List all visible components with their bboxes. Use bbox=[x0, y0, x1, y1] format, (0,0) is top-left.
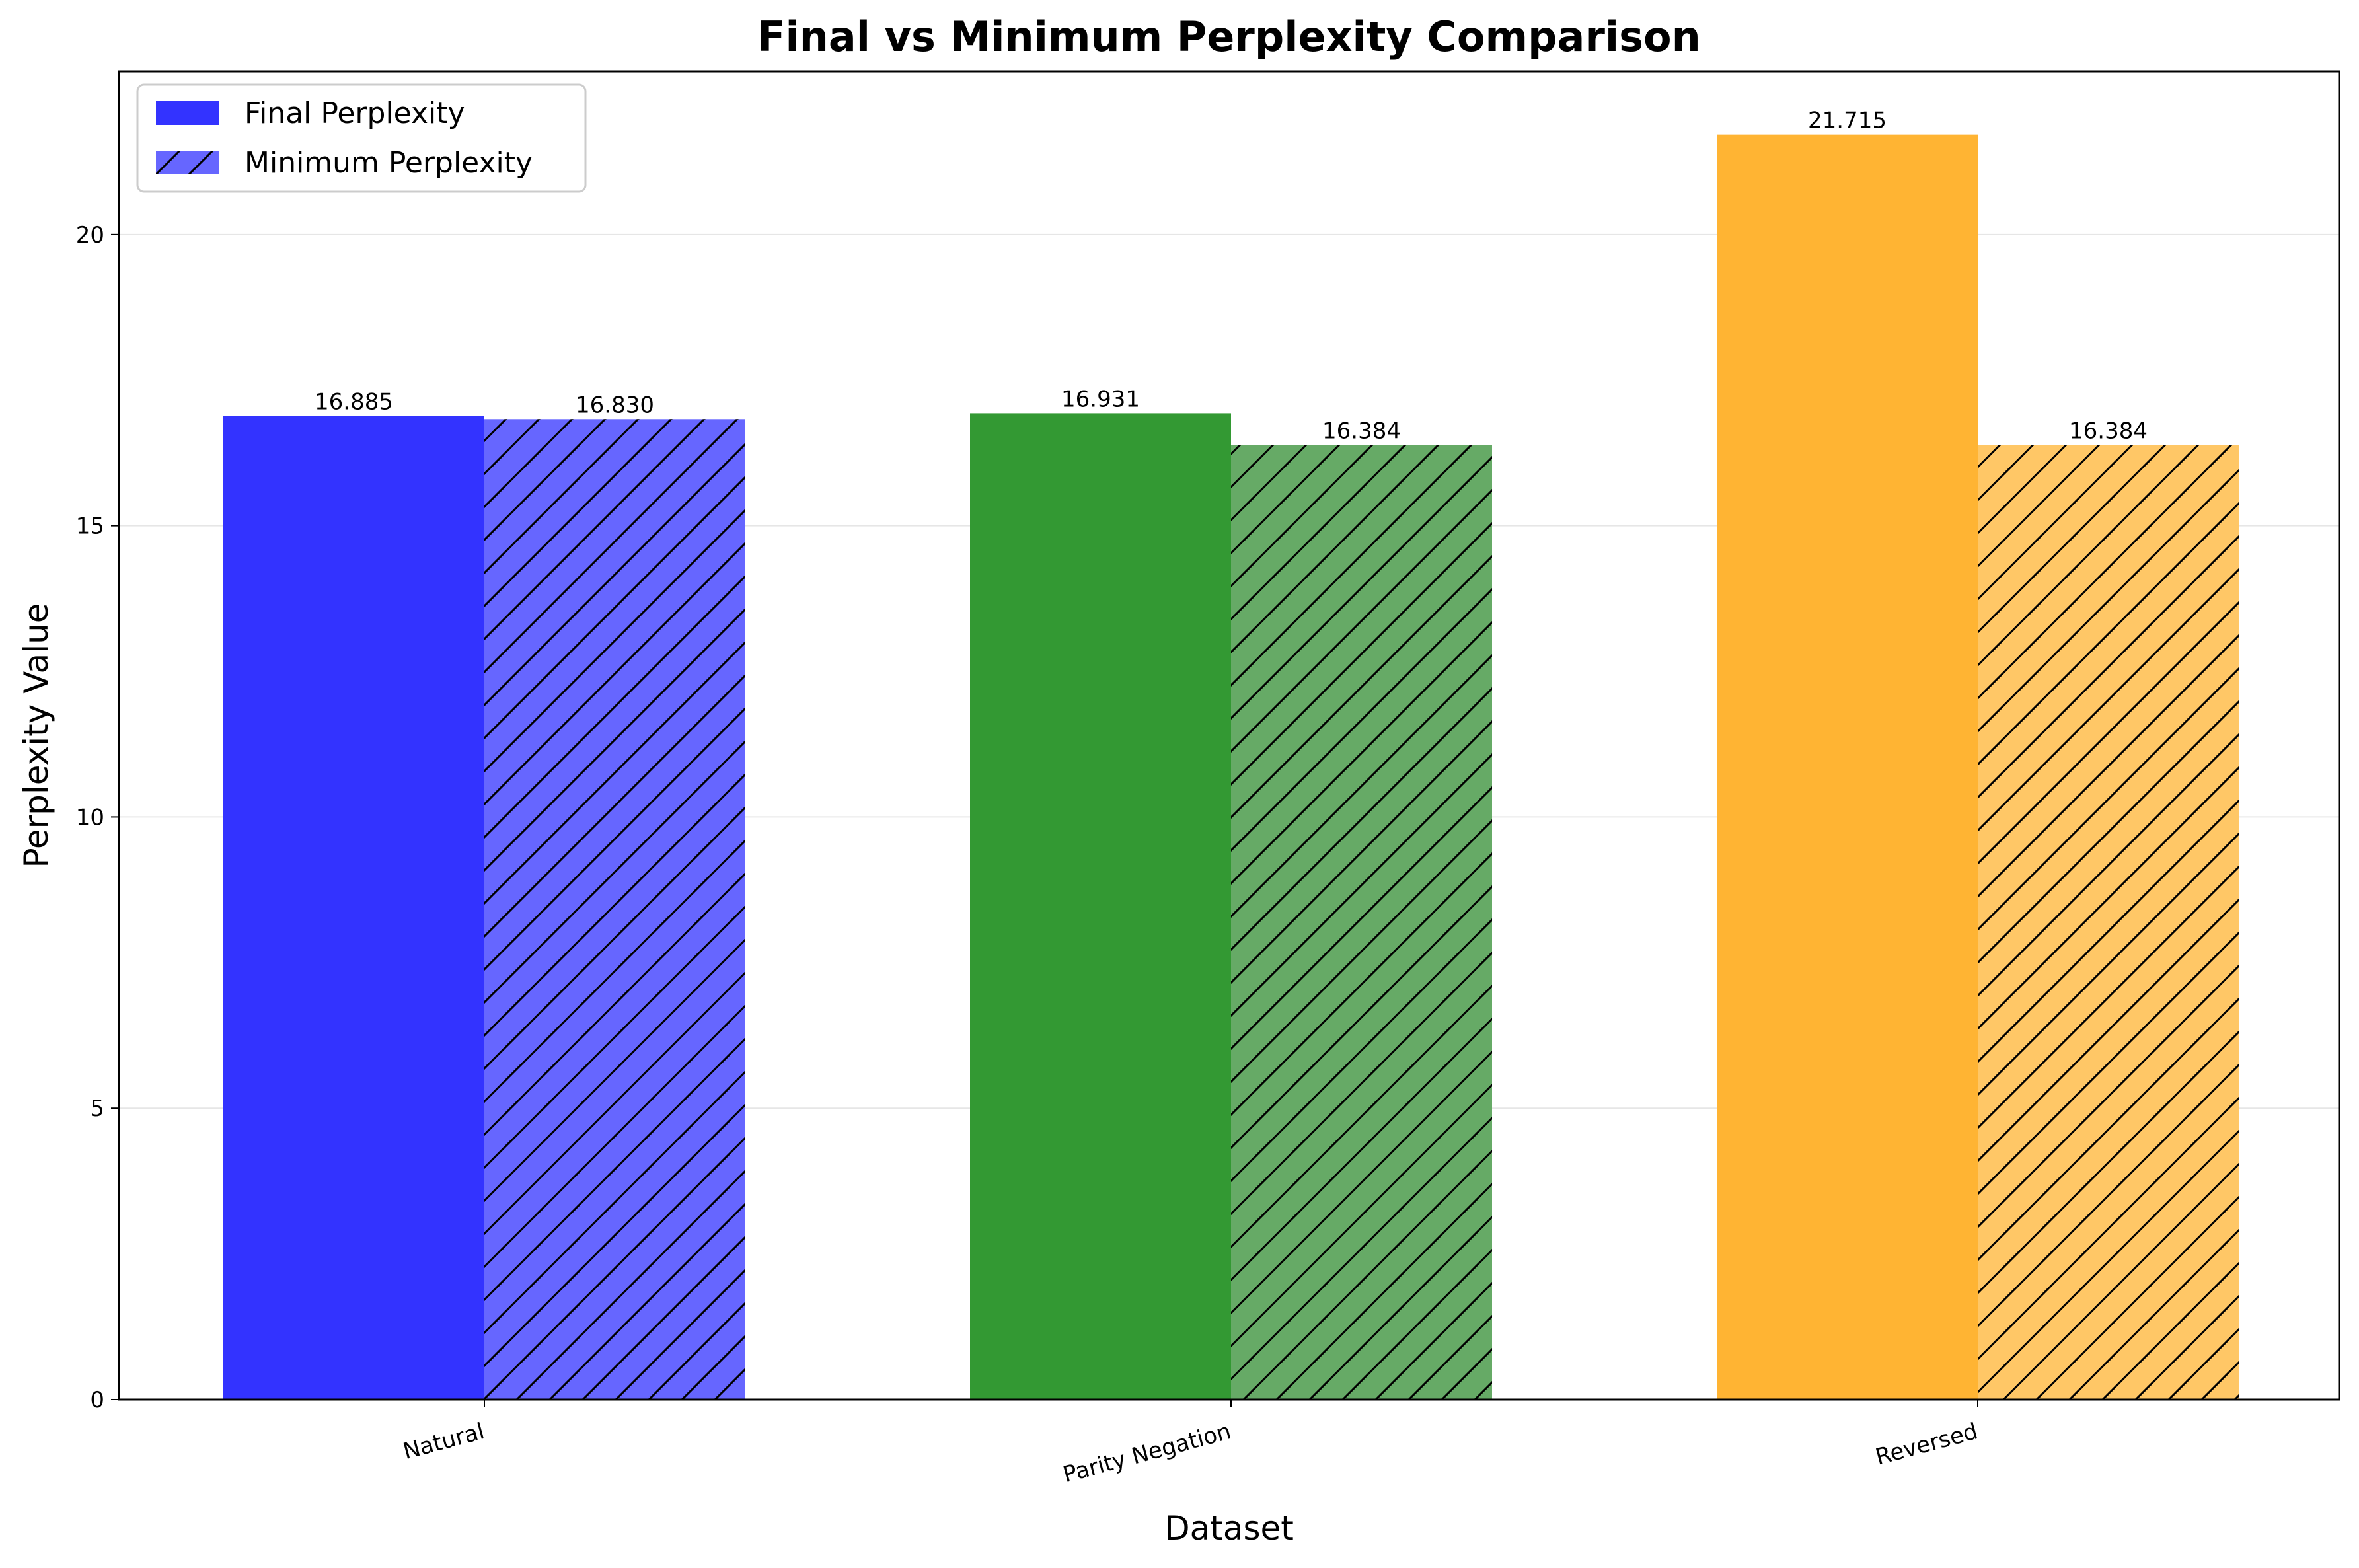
legend: Final Perplexity Minimum Perplexity bbox=[136, 83, 587, 193]
x-axis: Natural Parity Negation Reversed bbox=[400, 1400, 1980, 1488]
legend-frame bbox=[136, 83, 587, 193]
bar-value-label: 16.384 bbox=[1322, 418, 1401, 445]
bar-value-label: 16.830 bbox=[576, 392, 654, 418]
bar-value-label: 16.885 bbox=[315, 389, 393, 415]
x-axis-title: Dataset bbox=[1164, 1509, 1294, 1548]
x-tick-label: Natural bbox=[400, 1418, 488, 1465]
chart-title: Final vs Minimum Perplexity Comparison bbox=[757, 13, 1701, 61]
bar-value-label: 21.715 bbox=[1808, 108, 1887, 134]
y-tick-label: 5 bbox=[90, 1096, 104, 1122]
y-tick-label: 20 bbox=[76, 222, 104, 248]
legend-label-minimum: Minimum Perplexity bbox=[244, 146, 533, 180]
bar-minimum-hatch bbox=[1978, 445, 2239, 1400]
y-axis: 0 5 10 15 20 bbox=[76, 222, 119, 1413]
bar-final bbox=[223, 416, 484, 1400]
bar-final bbox=[970, 413, 1231, 1400]
plot-frame bbox=[118, 70, 2340, 1401]
bar-minimum-hatch bbox=[1231, 445, 1492, 1400]
y-tick-label: 10 bbox=[76, 804, 104, 831]
y-axis-title: Perplexity Value bbox=[17, 603, 56, 868]
x-tick-label: Reversed bbox=[1873, 1418, 1980, 1471]
legend-swatch-final bbox=[156, 101, 219, 125]
bar-value-labels: 16.885 16.830 16.931 16.384 21.715 16.384 bbox=[315, 108, 2148, 445]
bar-value-label: 16.384 bbox=[2069, 418, 2148, 445]
bar-minimum-hatch bbox=[484, 419, 745, 1400]
legend-label-final: Final Perplexity bbox=[244, 96, 465, 130]
y-tick-label: 15 bbox=[76, 513, 104, 540]
bars bbox=[223, 134, 2239, 1400]
legend-swatch-minimum-hatch bbox=[156, 151, 219, 174]
x-tick-label: Parity Negation bbox=[1060, 1418, 1234, 1488]
bar-value-label: 16.931 bbox=[1061, 386, 1140, 412]
bar-final bbox=[1717, 134, 1978, 1400]
y-tick-label: 0 bbox=[90, 1387, 104, 1413]
